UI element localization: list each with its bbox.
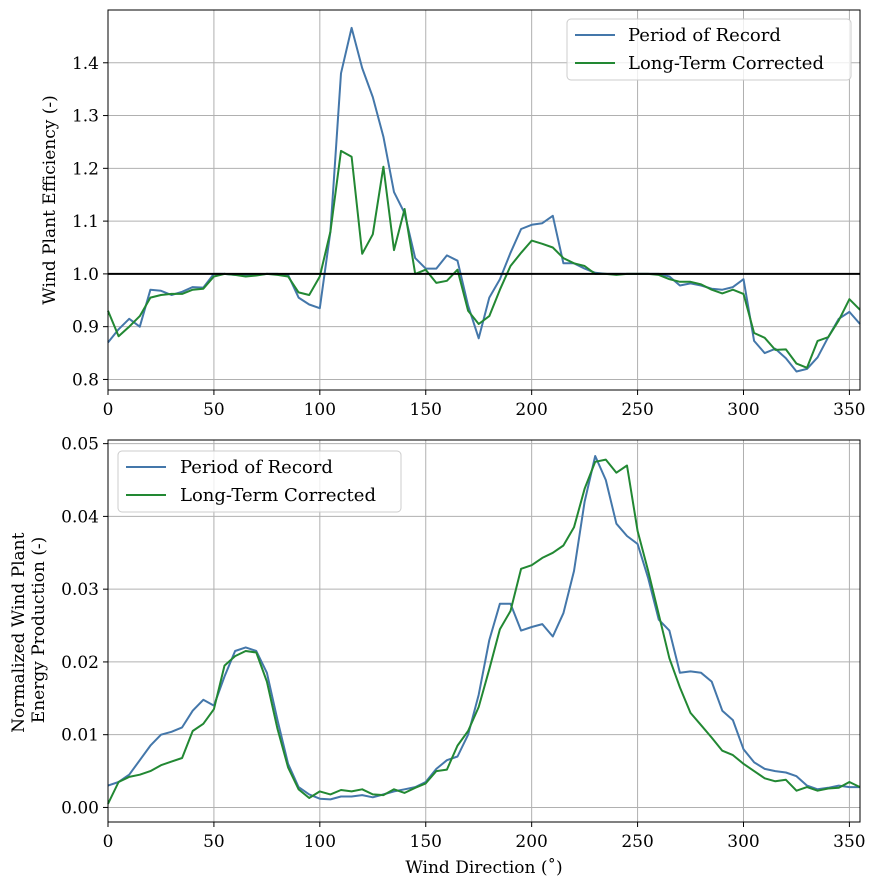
efficiency-y-tick-label: 0.9 <box>72 318 99 338</box>
efficiency-x-tick-label: 350 <box>833 400 865 420</box>
energy-series-period-line <box>107 455 860 801</box>
efficiency-series <box>107 26 861 373</box>
energy-y-tick-label: 0.03 <box>61 580 99 600</box>
efficiency-ticks: 0 50 100 150 200 250 300 350 0.8 0.9 1.0 1.1 1.2 1.3 1… <box>72 54 866 420</box>
efficiency-y-tick-label: 1.0 <box>72 265 99 285</box>
energy-y-tick-label: 0.00 <box>61 798 99 818</box>
energy-x-tick-label: 50 <box>203 832 225 852</box>
energy-x-tick-label: 0 <box>103 832 114 852</box>
energy-plot: 0 50 100 150 200 250 300 350 0.00 0.01 0.02 0.03 0.0… <box>9 435 866 878</box>
efficiency-x-tick-label: 200 <box>515 400 547 420</box>
efficiency-y-tick-label: 1.4 <box>72 54 99 74</box>
efficiency-legend-label-period: Period of Record <box>628 25 781 46</box>
energy-ticks: 0 50 100 150 200 250 300 350 0.00 0.01 0.02 0.03 0.0… <box>61 435 865 852</box>
efficiency-y-axis-label: Wind Plant Efficiency (-) <box>40 95 60 304</box>
efficiency-legend: Period of Record Long-Term Corrected <box>566 18 852 81</box>
efficiency-plot: 0 50 100 150 200 250 300 350 0.8 0.9 1.0 1.1 1.2 1.3 1… <box>40 9 866 420</box>
energy-legend-label-longterm: Long-Term Corrected <box>180 485 376 506</box>
energy-y-axis-label-line-2: Energy Production (-) <box>29 537 49 723</box>
energy-x-tick-label: 100 <box>304 832 336 852</box>
efficiency-y-tick-label: 0.8 <box>72 370 99 390</box>
efficiency-x-tick-label: 0 <box>103 400 114 420</box>
energy-legend-label-period: Period of Record <box>180 457 333 478</box>
energy-y-tick-label: 0.04 <box>61 507 99 527</box>
energy-legend: Period of Record Long-Term Corrected <box>117 450 402 513</box>
energy-x-tick-label: 250 <box>621 832 653 852</box>
energy-x-axis-label-text: Wind Direction (˚) <box>405 858 562 878</box>
energy-y-axis-label: Normalized Wind Plant Energy Production … <box>9 527 49 733</box>
energy-x-tick-label: 350 <box>833 832 865 852</box>
efficiency-plot-frame <box>107 9 861 391</box>
efficiency-x-tick-label: 300 <box>727 400 759 420</box>
energy-series-longterm-line <box>107 458 861 805</box>
energy-legend-box <box>117 450 402 513</box>
energy-x-axis-label: Wind Direction (˚) <box>405 858 562 878</box>
energy-y-tick-label: 0.05 <box>61 435 99 455</box>
energy-y-tick-label: 0.01 <box>61 726 99 746</box>
energy-x-tick-label: 300 <box>727 832 759 852</box>
efficiency-legend-label-longterm: Long-Term Corrected <box>628 53 824 74</box>
energy-y-axis-label-line-1: Normalized Wind Plant <box>9 532 29 732</box>
efficiency-x-tick-label: 50 <box>203 400 225 420</box>
efficiency-x-tick-label: 250 <box>621 400 653 420</box>
efficiency-x-tick-label: 100 <box>304 400 336 420</box>
efficiency-legend-box <box>566 18 852 81</box>
efficiency-y-tick-label: 1.1 <box>72 212 99 232</box>
energy-x-tick-label: 150 <box>410 832 442 852</box>
energy-series <box>107 455 861 805</box>
efficiency-x-tick-label: 150 <box>410 400 442 420</box>
efficiency-y-tick-label: 1.2 <box>72 159 99 179</box>
energy-x-tick-label: 200 <box>515 832 547 852</box>
energy-plot-frame <box>107 439 861 823</box>
efficiency-y-tick-label: 1.3 <box>72 107 99 127</box>
energy-y-tick-label: 0.02 <box>61 653 99 673</box>
